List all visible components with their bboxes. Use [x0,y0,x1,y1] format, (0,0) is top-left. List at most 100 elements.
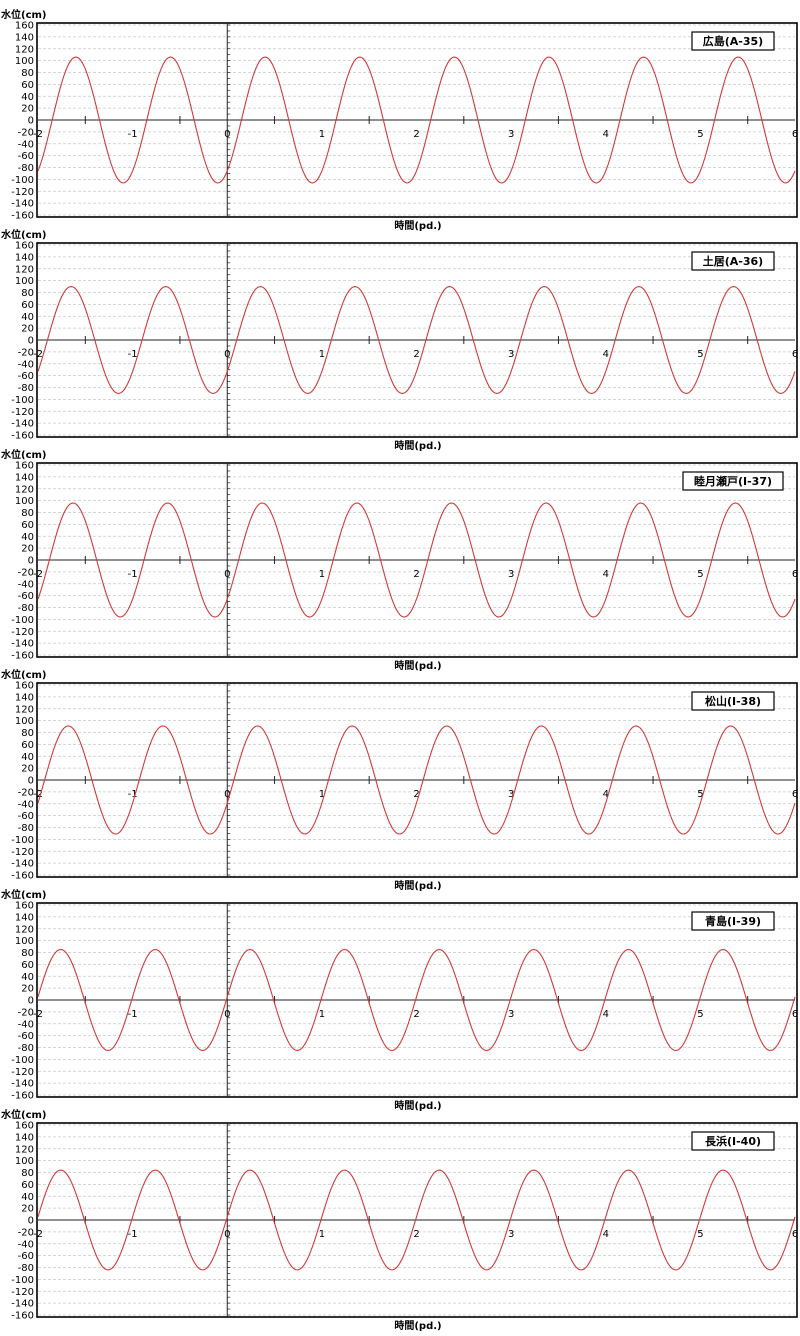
x-tick-label: 2 [413,1229,419,1240]
y-tick-label: -40 [18,799,34,810]
y-tick-label: 20 [21,984,34,995]
y-tick-label: 20 [21,104,34,115]
chart-panel-6: 160140120100806040200-20-40-60-80-100-12… [0,1108,798,1332]
y-tick-label: 80 [21,728,34,739]
y-tick-label: -140 [11,859,34,870]
x-tick-label: 0 [224,349,230,360]
x-tick-label: -2 [33,1009,43,1020]
y-tick-label: -40 [18,359,34,370]
y-tick-label: 20 [21,324,34,335]
y-axis-label: 水位(cm) [0,668,47,681]
x-tick-label: 4 [603,349,609,360]
y-tick-label: -60 [18,811,34,822]
y-tick-label: 60 [21,80,34,91]
y-tick-label: -80 [18,823,34,834]
y-tick-label: 160 [15,241,34,252]
y-tick-label: -100 [11,175,34,186]
y-tick-label: 40 [21,752,34,763]
chart-panel-5: 160140120100806040200-20-40-60-80-100-12… [0,888,798,1112]
y-tick-label: 160 [15,461,34,472]
x-tick-label: 6 [792,569,798,580]
chart-panel-1: 160140120100806040200-20-40-60-80-100-12… [0,8,798,232]
station-label: 土居(A-36) [703,254,763,268]
series-line [37,56,796,184]
x-tick-label: 1 [319,789,325,800]
y-tick-label: -140 [11,419,34,430]
y-tick-label: -100 [11,1055,34,1066]
y-tick-label: -100 [11,395,34,406]
y-tick-label: -40 [18,139,34,150]
y-tick-label: -140 [11,1299,34,1310]
x-tick-label: 6 [792,349,798,360]
y-tick-label: 120 [15,484,34,495]
y-tick-label: 140 [15,692,34,703]
x-tick-label: 4 [603,1229,609,1240]
y-tick-label: -140 [11,639,34,650]
y-axis-label: 水位(cm) [0,888,47,901]
y-tick-label: 140 [15,912,34,923]
y-tick-label: 100 [15,276,34,287]
chart-panel-3: 160140120100806040200-20-40-60-80-100-12… [0,448,798,672]
x-tick-label: 1 [319,349,325,360]
y-tick-label: 0 [28,776,34,787]
x-tick-label: 2 [413,1009,419,1020]
y-tick-label: -60 [18,151,34,162]
y-tick-label: 40 [21,92,34,103]
y-tick-label: -120 [11,1067,34,1078]
station-label-box [691,1131,775,1151]
y-tick-label: 60 [21,520,34,531]
y-tick-label: 140 [15,472,34,483]
x-axis-label: 時間(pd.) [394,219,441,232]
y-tick-label: -40 [18,579,34,590]
x-tick-label: 5 [697,1009,703,1020]
y-tick-label: 20 [21,544,34,555]
x-tick-label: -2 [33,349,43,360]
x-tick-label: 6 [792,1229,798,1240]
x-tick-label: 2 [413,789,419,800]
y-tick-label: -160 [11,431,34,442]
x-tick-label: -1 [128,1229,138,1240]
y-tick-label: -60 [18,1251,34,1262]
station-label: 睦月瀬戸(I-37) [694,474,772,488]
station-label: 青島(I-39) [705,914,761,928]
x-tick-label: 3 [508,349,514,360]
x-tick-label: -1 [128,349,138,360]
y-tick-label: -160 [11,651,34,662]
y-tick-label: 80 [21,508,34,519]
y-tick-label: -20 [18,567,34,578]
chart-panel-4: 160140120100806040200-20-40-60-80-100-12… [0,668,798,892]
y-tick-label: -120 [11,847,34,858]
y-tick-label: 40 [21,312,34,323]
y-tick-label: 60 [21,960,34,971]
y-tick-label: -60 [18,1031,34,1042]
y-tick-label: -120 [11,627,34,638]
y-tick-label: -60 [18,591,34,602]
x-axis-label: 時間(pd.) [394,659,441,672]
x-tick-label: 6 [792,1009,798,1020]
y-tick-label: -80 [18,603,34,614]
x-tick-label: 5 [697,1229,703,1240]
y-tick-label: 60 [21,740,34,751]
x-tick-label: 3 [508,129,514,140]
x-tick-label: -2 [33,1229,43,1240]
y-tick-label: -120 [11,1287,34,1298]
x-tick-label: 2 [413,349,419,360]
y-tick-label: -20 [18,347,34,358]
y-tick-label: -80 [18,1043,34,1054]
y-tick-label: -100 [11,835,34,846]
x-tick-label: 5 [697,789,703,800]
y-axis-label: 水位(cm) [0,448,47,461]
x-axis-label: 時間(pd.) [394,1099,441,1112]
station-label-box [691,31,775,51]
y-tick-label: 120 [15,264,34,275]
x-tick-label: 6 [792,789,798,800]
station-label-box [691,691,775,711]
x-tick-label: -1 [128,129,138,140]
y-tick-label: 20 [21,1204,34,1215]
y-tick-label: 60 [21,300,34,311]
station-label: 長浜(I-40) [705,1134,761,1148]
x-tick-label: -1 [128,569,138,580]
x-tick-label: 4 [603,1009,609,1020]
y-tick-label: 0 [28,556,34,567]
y-tick-label: 120 [15,924,34,935]
